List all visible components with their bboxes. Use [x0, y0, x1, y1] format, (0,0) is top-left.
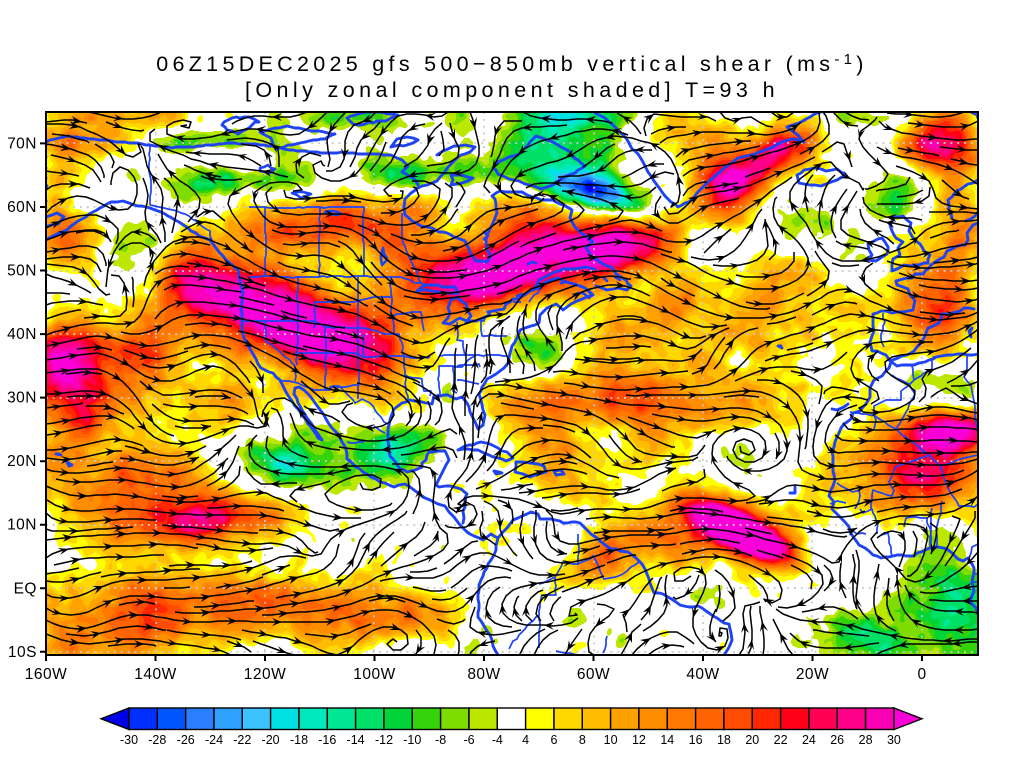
svg-text:20: 20: [745, 733, 759, 747]
svg-text:40N: 40N: [7, 326, 37, 343]
svg-text:-28: -28: [148, 733, 166, 747]
svg-text:10S: 10S: [8, 644, 37, 661]
svg-text:-14: -14: [347, 733, 365, 747]
svg-text:120W: 120W: [244, 666, 287, 683]
svg-text:8: 8: [579, 733, 586, 747]
svg-text:06Z15DEC2025 gfs 500−850mb ver: 06Z15DEC2025 gfs 500−850mb vertical shea…: [156, 51, 868, 76]
svg-text:30N: 30N: [7, 390, 37, 407]
svg-text:14: 14: [660, 733, 674, 747]
svg-text:12: 12: [632, 733, 646, 747]
svg-text:30: 30: [887, 733, 901, 747]
svg-text:6: 6: [551, 733, 558, 747]
svg-text:18: 18: [717, 733, 731, 747]
svg-text:-4: -4: [492, 733, 503, 747]
svg-text:-18: -18: [290, 733, 308, 747]
svg-text:10: 10: [604, 733, 618, 747]
svg-text:100W: 100W: [353, 666, 396, 683]
svg-text:28: 28: [859, 733, 873, 747]
svg-text:-30: -30: [120, 733, 138, 747]
svg-text:-12: -12: [375, 733, 393, 747]
svg-text:-22: -22: [233, 733, 251, 747]
svg-text:60W: 60W: [577, 666, 610, 683]
svg-text:-26: -26: [177, 733, 195, 747]
svg-text:160W: 160W: [25, 666, 68, 683]
svg-text:26: 26: [830, 733, 844, 747]
svg-text:-6: -6: [463, 733, 474, 747]
svg-text:16: 16: [689, 733, 703, 747]
svg-text:70N: 70N: [7, 135, 37, 152]
svg-text:-8: -8: [435, 733, 446, 747]
svg-text:EQ: EQ: [14, 580, 37, 597]
svg-text:0: 0: [917, 666, 926, 683]
svg-text:24: 24: [802, 733, 816, 747]
svg-text:-10: -10: [403, 733, 421, 747]
svg-text:140W: 140W: [134, 666, 177, 683]
svg-text:60N: 60N: [7, 199, 37, 216]
svg-text:-24: -24: [205, 733, 223, 747]
svg-text:20N: 20N: [7, 453, 37, 470]
svg-text:22: 22: [774, 733, 788, 747]
svg-text:-20: -20: [262, 733, 280, 747]
svg-text:80W: 80W: [467, 666, 500, 683]
svg-text:10N: 10N: [7, 517, 37, 534]
svg-text:-16: -16: [318, 733, 336, 747]
svg-text:[Only zonal component shaded]: [Only zonal component shaded] T=93 h: [245, 78, 779, 102]
svg-text:4: 4: [522, 733, 529, 747]
svg-text:40W: 40W: [686, 666, 719, 683]
svg-text:20W: 20W: [796, 666, 829, 683]
svg-text:50N: 50N: [7, 263, 37, 280]
